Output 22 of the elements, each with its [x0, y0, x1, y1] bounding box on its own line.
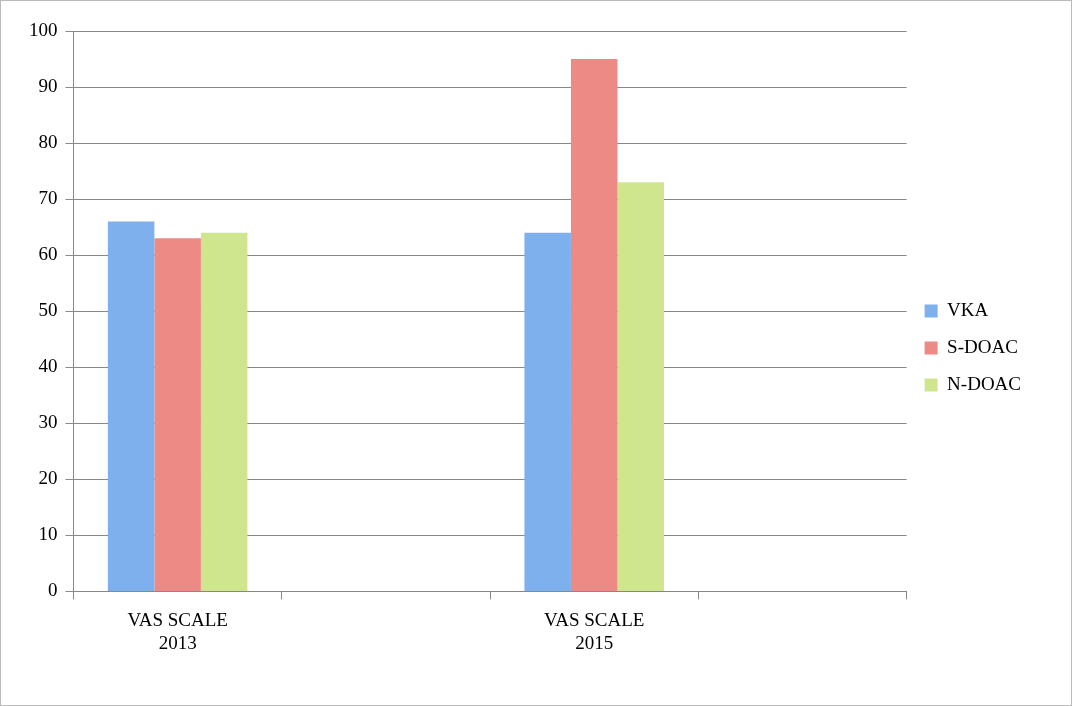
x-tick-label: VAS SCALE 2013 [127, 608, 228, 653]
y-tick-label: 60 [38, 243, 58, 265]
y-tick-label: 30 [38, 411, 58, 433]
bar [200, 232, 248, 591]
y-tick-label: 90 [38, 75, 58, 97]
legend-label: N-DOAC [947, 372, 1022, 394]
bar [617, 182, 664, 591]
y-tick-label: 70 [38, 187, 58, 209]
y-tick-label: 80 [38, 131, 58, 153]
y-tick-label: 0 [48, 579, 58, 601]
y-tick-label: 50 [38, 299, 58, 321]
y-tick-label: 10 [38, 523, 58, 545]
y-tick-label: 100 [29, 18, 58, 40]
y-tick-label: 40 [38, 355, 58, 377]
y-tick-label: 20 [38, 467, 58, 489]
bar [107, 221, 155, 591]
legend-label: VKA [947, 298, 989, 320]
bar [570, 59, 618, 591]
legend-label: S-DOAC [947, 335, 1018, 357]
bar [524, 232, 571, 591]
x-tick-label: VAS SCALE 2015 [543, 608, 645, 653]
bar [154, 238, 201, 591]
